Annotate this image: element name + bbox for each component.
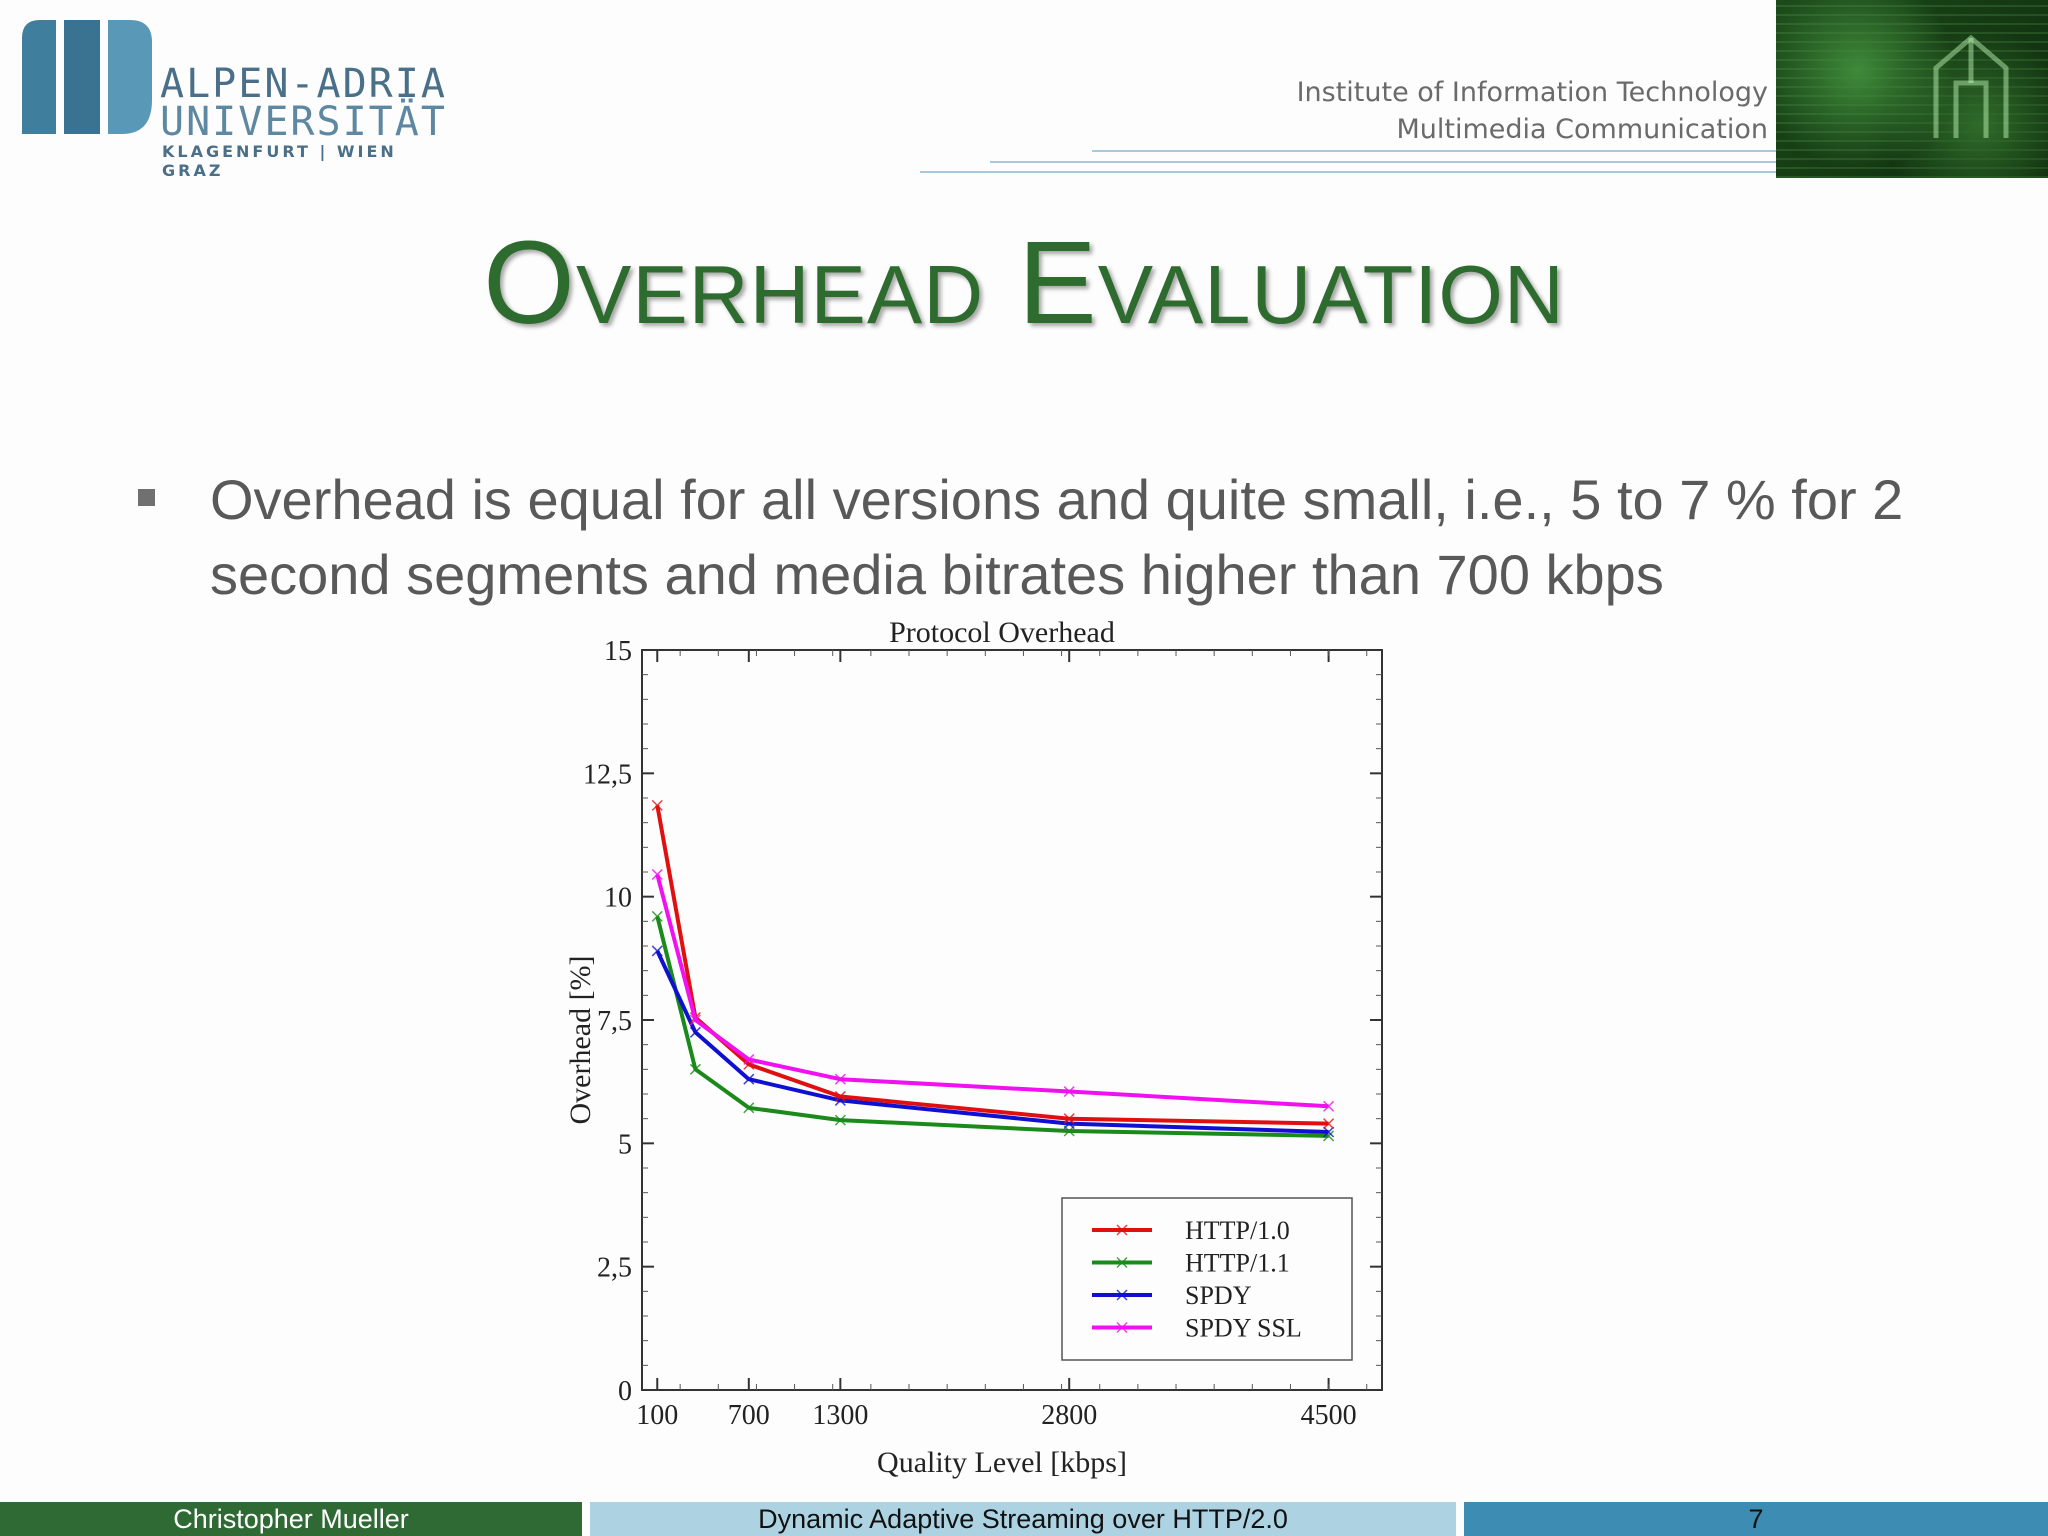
institute-line1: Institute of Information Technology: [1296, 77, 1768, 108]
legend-label: SPDY SSL: [1185, 1314, 1302, 1343]
data-point-marker: [743, 1102, 755, 1114]
logo-text-line2: UNIVERSITÄT: [160, 99, 447, 145]
header-rule-3: [920, 171, 1776, 173]
legend-marker: [1116, 1224, 1128, 1236]
slide-title: Overhead Evaluation: [483, 217, 1565, 349]
y-tick-label: 7,5: [597, 1006, 632, 1037]
data-point-marker: [651, 799, 663, 811]
data-point-marker: [651, 910, 663, 922]
data-point-marker: [1063, 1113, 1075, 1125]
bullet-text: Overhead is equal for all versions and q…: [210, 468, 1904, 606]
y-tick-label: 2,5: [597, 1253, 632, 1284]
data-point-marker: [689, 1026, 701, 1038]
data-point-marker: [743, 1053, 755, 1065]
circuit-icon: [1933, 34, 2009, 138]
institute-line2: Multimedia Communication: [1396, 114, 1769, 145]
data-point-marker: [689, 1014, 701, 1026]
series-line-http-1-1: [655, 915, 1329, 1138]
footer-page-number: 7: [1464, 1502, 2048, 1536]
data-point-marker: [1323, 1100, 1335, 1112]
data-point-marker: [743, 1073, 755, 1085]
y-tick-label: 0: [618, 1376, 632, 1407]
series-line-spdy-ssl: [655, 873, 1329, 1109]
series-line-http-1-0: [655, 805, 1329, 1126]
data-point-marker: [1323, 1126, 1335, 1138]
university-logo: ALPEN-ADRIA UNIVERSITÄT KLAGENFURT | WIE…: [22, 18, 462, 180]
legend-box: [1061, 1197, 1353, 1361]
y-axis-label: Overhead [%]: [564, 955, 597, 1124]
logo-text-line3: KLAGENFURT | WIEN GRAZ: [162, 142, 397, 180]
data-point-marker: [651, 868, 663, 880]
y-tick-label: 10: [604, 883, 632, 914]
legend-label: HTTP/1.1: [1185, 1249, 1290, 1278]
legend-marker: [1116, 1321, 1128, 1334]
university-logo-icon: [22, 20, 152, 134]
x-tick-label: 4500: [1301, 1400, 1357, 1431]
footer-talk-title: Dynamic Adaptive Streaming over HTTP/2.0: [590, 1502, 1456, 1536]
legend-label: HTTP/1.0: [1185, 1216, 1290, 1245]
x-axis-label: Quality Level [kbps]: [877, 1446, 1127, 1479]
data-point-marker: [1323, 1118, 1335, 1130]
institute-name: Institute of Information Technology Mult…: [1297, 74, 1768, 148]
data-point-marker: [1063, 1086, 1075, 1098]
series-line-spdy: [655, 950, 1329, 1134]
header-rule-2: [990, 161, 1776, 163]
footer-author: Christopher Mueller: [0, 1502, 582, 1536]
x-tick-label: 2800: [1041, 1400, 1097, 1431]
data-point-marker: [834, 1114, 846, 1126]
y-tick-label: 15: [604, 636, 632, 667]
protocol-overhead-chart: Protocol Overhead 0 2,5 5 7,5 10 12,5 15 100 700 1…: [564, 616, 1383, 1479]
legend-marker: [1116, 1289, 1128, 1301]
data-point-marker: [689, 1063, 701, 1075]
x-tick-label: 100: [636, 1400, 678, 1431]
legend-marker: [1116, 1256, 1128, 1269]
header-decorative-image: [1776, 0, 2048, 178]
data-point-marker: [834, 1073, 846, 1085]
logo-text-line1: ALPEN-ADRIA: [160, 61, 447, 107]
data-point-marker: [651, 945, 663, 957]
x-tick-label: 1300: [812, 1400, 868, 1431]
chart-title: Protocol Overhead: [889, 616, 1115, 649]
y-tick-label: 5: [618, 1129, 632, 1160]
header-rule-1: [1092, 150, 1776, 152]
legend-label: SPDY: [1185, 1281, 1252, 1310]
data-point-marker: [834, 1090, 846, 1102]
bullet-square-icon: [138, 489, 155, 506]
y-tick-label: 12,5: [583, 759, 632, 790]
x-tick-label: 700: [728, 1400, 770, 1431]
